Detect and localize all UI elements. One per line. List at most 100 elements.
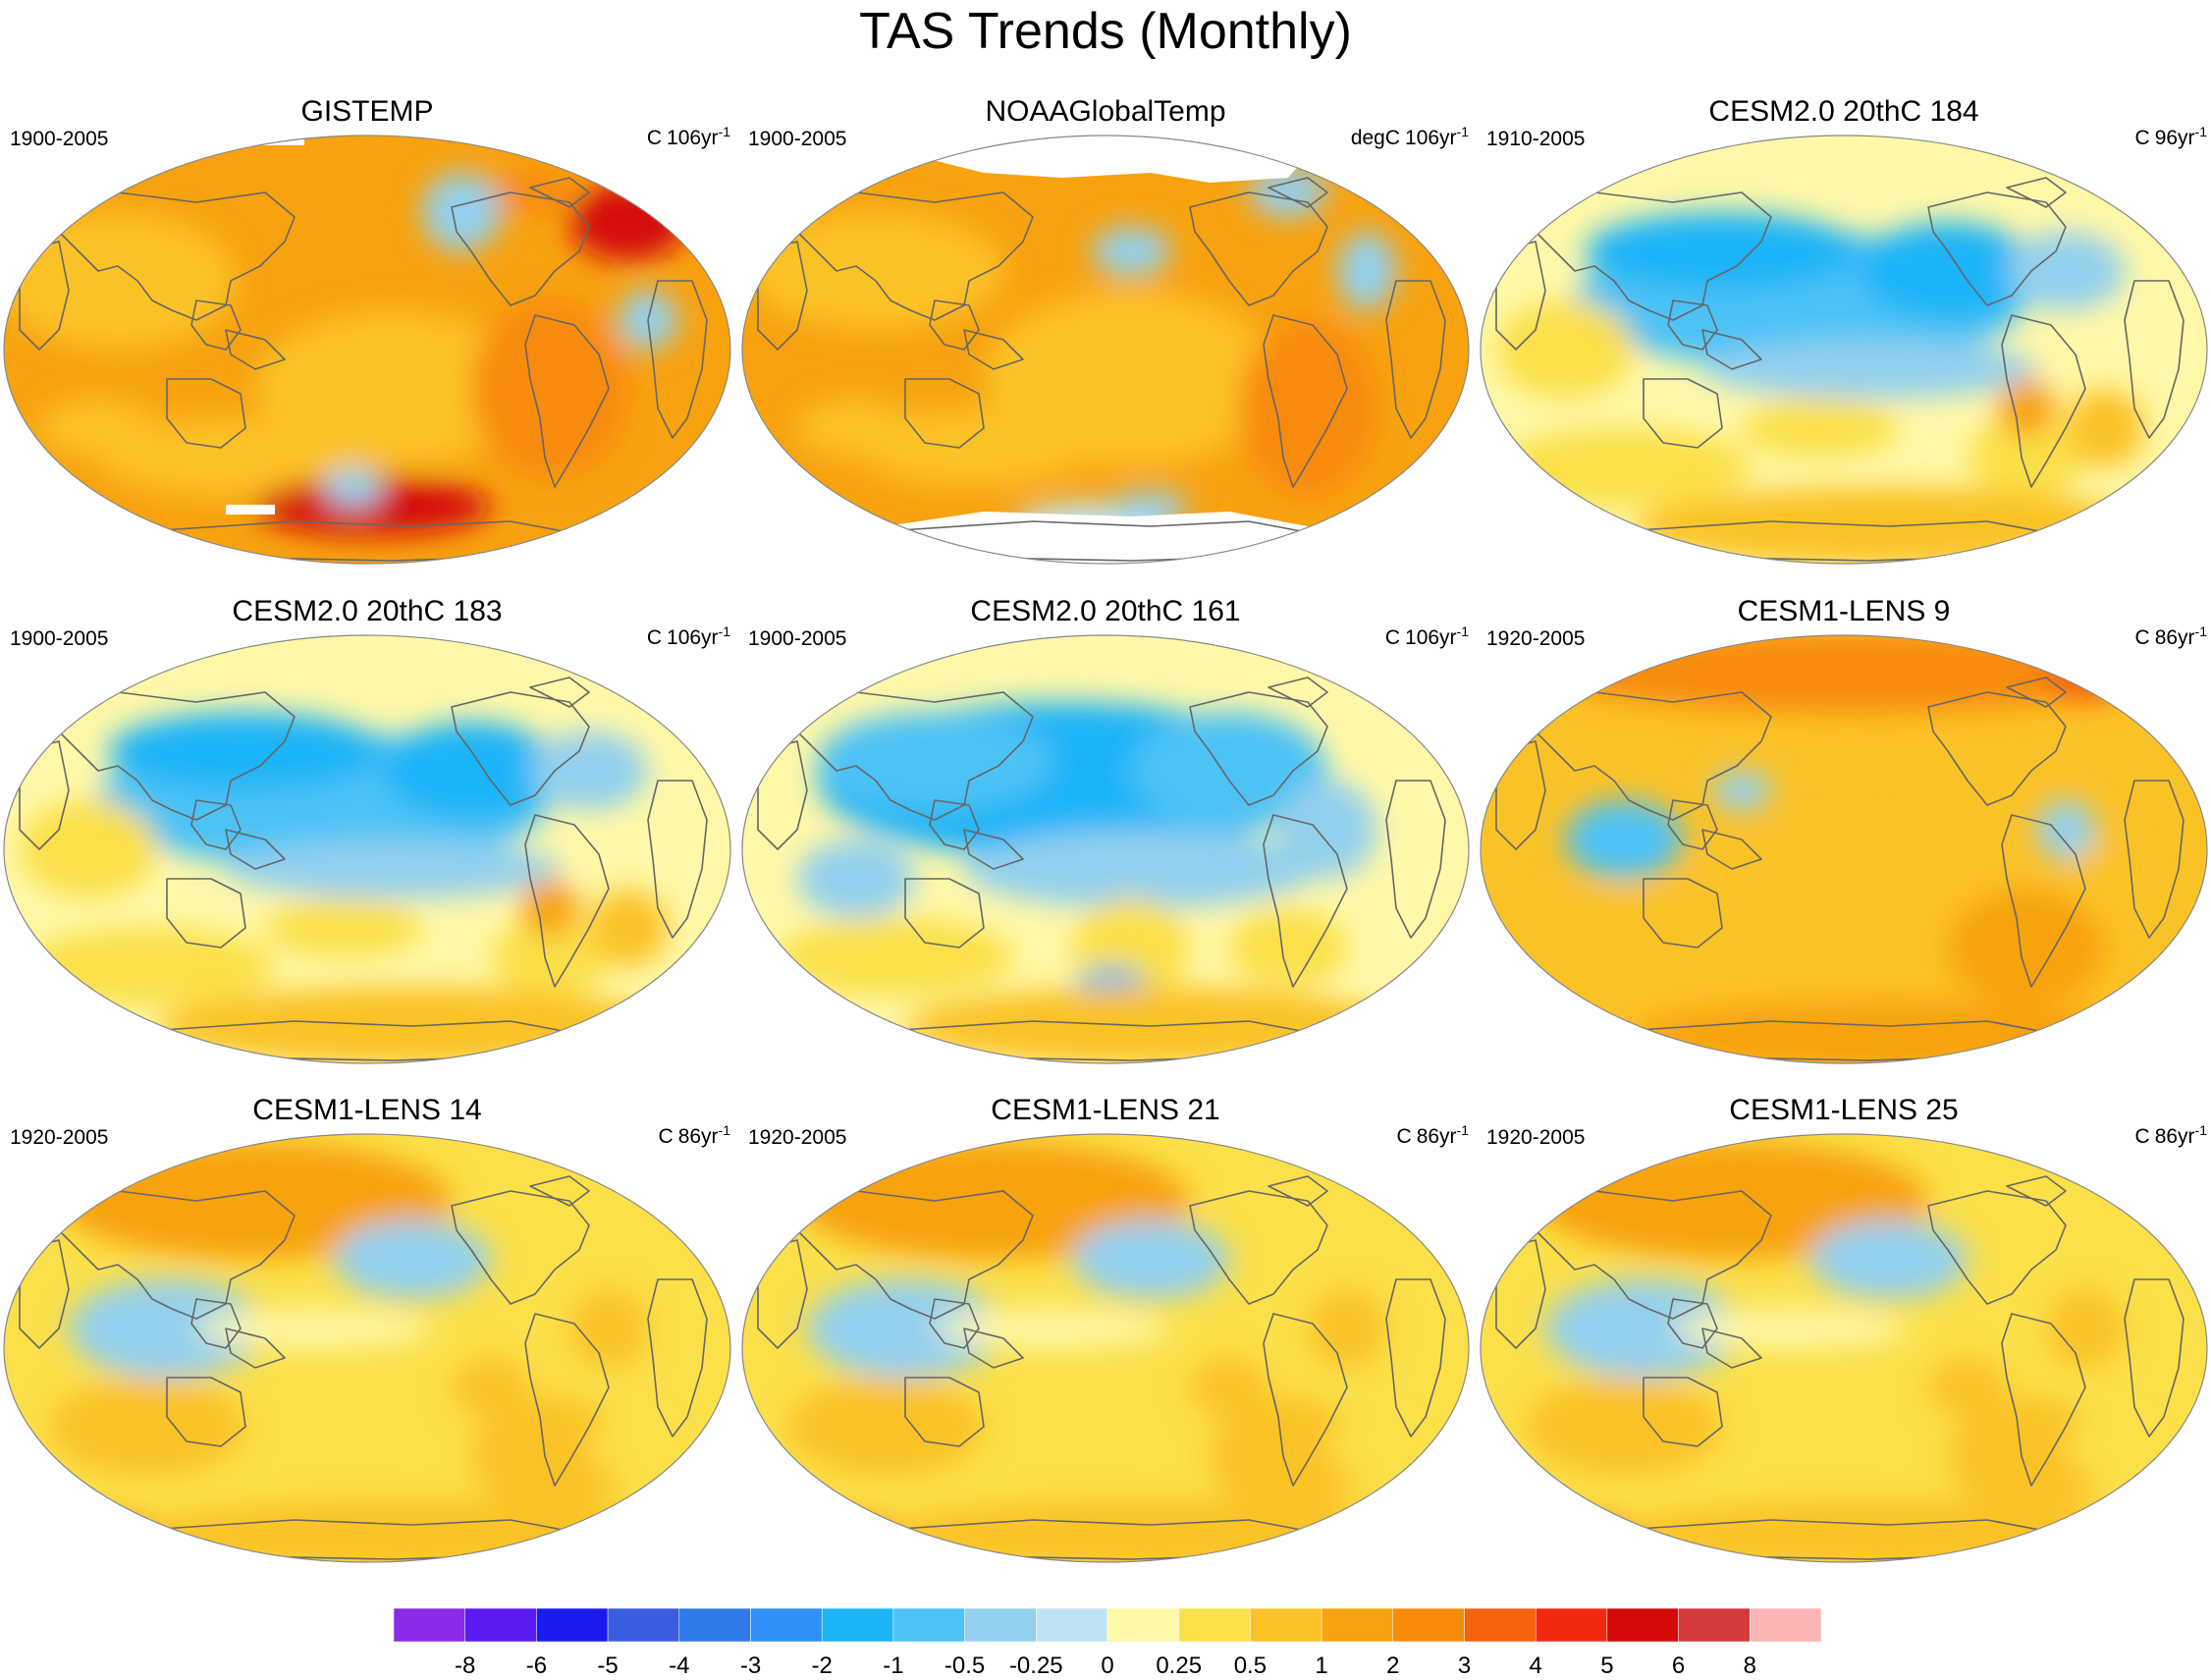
colorbar-swatch: [1036, 1607, 1108, 1643]
colorbar-swatch: [393, 1607, 465, 1643]
colorbar-label: 6: [1672, 1653, 1685, 1679]
trend-region: [383, 722, 560, 820]
coastline: [1385, 780, 1446, 939]
trend-span-label: 106yr: [1405, 626, 1457, 649]
colorbar-label: -3: [740, 1653, 761, 1679]
colorbar-swatch: [964, 1607, 1037, 1643]
colorbar-swatch: [1606, 1607, 1679, 1643]
colorbar-label: -8: [455, 1653, 475, 1679]
colorbar-swatch: [464, 1607, 537, 1643]
trend-span-label: 106yr: [667, 127, 719, 149]
colorbar-swatch: [1321, 1607, 1394, 1643]
trend-region: [935, 1309, 1170, 1348]
trend-region: [1327, 1417, 1406, 1476]
coastline: [963, 829, 1024, 870]
colorbar-label: 1: [1315, 1653, 1327, 1679]
map-panel-8: CESM1-LENS 21 1920-2005 C 86yr-1: [738, 1093, 1473, 1564]
coastline: [58, 691, 296, 821]
trend-span-label: 96yr: [2154, 127, 2195, 149]
colorbar-swatch: [1678, 1607, 1751, 1643]
coastline: [1701, 329, 1762, 370]
coastline: [1535, 1190, 1772, 1320]
trend-region: [2066, 1417, 2144, 1476]
trend-span-label: 86yr: [1416, 1125, 1457, 1148]
map-border: [3, 1133, 731, 1563]
panel-units: C 106yr-1: [647, 623, 730, 650]
trend-region: [589, 1417, 668, 1476]
coastline: [2124, 780, 2184, 939]
coastline: [647, 280, 708, 439]
trend-region: [49, 1378, 245, 1476]
map-border: [1480, 1133, 2208, 1563]
trend-region: [1516, 1515, 1634, 1554]
coastline: [1927, 191, 2067, 306]
coastline: [529, 177, 590, 208]
world-map: [3, 1133, 731, 1563]
coastline: [2124, 1278, 2184, 1437]
trend-region: [589, 889, 668, 967]
coastline: [796, 191, 1034, 321]
coastline: [1263, 1313, 1348, 1487]
world-map: [741, 634, 1470, 1064]
coastline: [166, 1377, 246, 1447]
panel-period: 1900-2005: [10, 128, 109, 150]
coastline: [2001, 814, 2086, 988]
coastlines: [757, 1175, 1446, 1560]
coastline: [1189, 191, 1328, 306]
trend-region: [1072, 1220, 1229, 1299]
colorbar-swatch: [750, 1607, 823, 1643]
panel-period: 1920-2005: [1486, 1126, 1586, 1149]
panel-units: C 86yr-1: [659, 1122, 730, 1149]
trend-span-label: 86yr: [677, 1125, 719, 1148]
panel-title: CESM1-LENS 25: [1729, 1094, 1959, 1126]
trend-region: [1565, 800, 1683, 879]
trend-region: [748, 212, 1003, 330]
units-exponent: -1: [2194, 623, 2207, 639]
coastline: [1535, 691, 1772, 821]
colorbar-label: 0.25: [1156, 1653, 1202, 1679]
colorbar-label: -4: [669, 1653, 689, 1679]
map-border: [3, 634, 731, 1064]
coastline: [524, 814, 610, 988]
colorbar-swatch: [1106, 1607, 1179, 1643]
trend-region: [2066, 840, 2144, 918]
coastline: [19, 241, 70, 351]
coastline: [2001, 1313, 2086, 1487]
coastline: [1189, 691, 1328, 806]
trend-region: [20, 800, 157, 898]
coastline: [904, 1377, 985, 1447]
panel-title: CESM1-LENS 14: [252, 1094, 482, 1126]
trend-region: [1742, 399, 1899, 458]
map-panel-3: CESM2.0 20thC 184 1910-2005 C 96yr-1: [1477, 94, 2211, 566]
colorbar-swatch: [1250, 1607, 1322, 1643]
colorbar-swatch: [1750, 1607, 1822, 1643]
coastline: [1701, 1328, 1762, 1369]
coastline: [963, 1328, 1024, 1369]
trend-region: [964, 830, 1318, 908]
panel-title: GISTEMP: [300, 95, 434, 128]
panel-period: 1920-2005: [1486, 627, 1586, 650]
trend-region: [265, 898, 422, 957]
trend-region: [1810, 1220, 1968, 1299]
coastline: [904, 378, 985, 449]
trend-span-label: 86yr: [2154, 626, 2195, 649]
coastline: [190, 299, 242, 351]
coastline: [58, 1190, 296, 1320]
map-border: [741, 1133, 1470, 1563]
coastline: [2001, 314, 2086, 488]
trend-region: [1496, 300, 1634, 399]
coastline: [2006, 677, 2067, 708]
colorbar-label: 3: [1458, 1653, 1471, 1679]
trend-region: [1249, 168, 1327, 217]
trend-region: [1190, 1358, 1268, 1417]
coastline: [451, 191, 590, 306]
trend-region: [39, 1515, 157, 1554]
trend-region: [1928, 1358, 2007, 1417]
panel-title: NOAAGlobalTemp: [985, 95, 1226, 128]
trend-region: [569, 1289, 648, 1368]
units-label: C: [1396, 1125, 1412, 1148]
trend-region: [255, 477, 491, 536]
trend-region: [2036, 800, 2095, 859]
coastline: [1667, 1298, 1718, 1349]
trend-region: [20, 928, 275, 1006]
